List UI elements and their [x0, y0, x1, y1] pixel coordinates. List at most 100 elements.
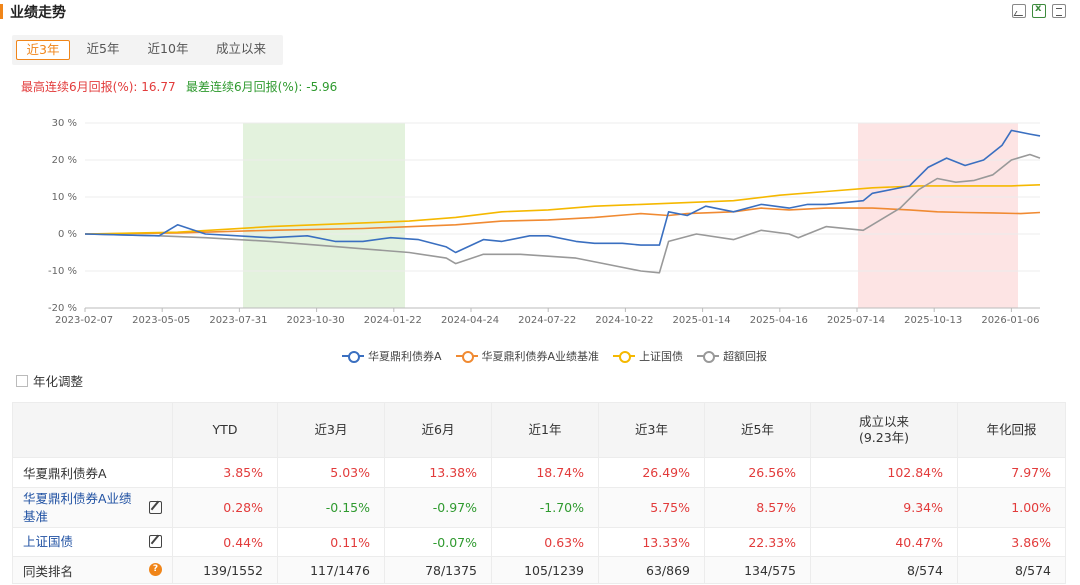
value-cell: 22.33%: [704, 527, 811, 557]
value-cell: 26.49%: [598, 457, 705, 488]
value-cell: 134/575: [704, 556, 811, 584]
tab-since-inception[interactable]: 成立以来: [215, 41, 266, 56]
x-tick-label: 2025-10-13: [904, 315, 962, 326]
table-header-row: YTD 近3月 近6月 近1年 近3年 近5年 成立以来 (9.23年) 年化回报: [12, 402, 1066, 458]
x-tick-label: 2023-07-31: [209, 315, 267, 326]
row-name[interactable]: 华夏鼎利债券A业绩基准: [23, 490, 132, 524]
value-cell: 3.85%: [172, 457, 278, 488]
chart-legend: 华夏鼎利债券A 华夏鼎利债券A业绩基准 上证国债 超额回报: [342, 347, 767, 365]
value-cell: 40.47%: [810, 527, 958, 557]
section-header: 业绩走势: [0, 0, 1080, 26]
series-line: [84, 207, 1041, 235]
x-tick-label: 2024-10-22: [595, 315, 653, 326]
legend-marker-icon: [697, 351, 720, 363]
x-tick-label: 2024-01-22: [364, 315, 422, 326]
value-cell: 8/574: [810, 556, 958, 584]
column-header: 近5年: [704, 402, 811, 458]
value-cell: 117/1476: [277, 556, 385, 584]
x-tick-label: 2024-04-24: [441, 315, 499, 326]
legend-item[interactable]: 华夏鼎利债券A: [342, 348, 442, 364]
annualize-toggle[interactable]: 年化调整: [16, 371, 83, 390]
value-cell: -1.70%: [491, 487, 599, 528]
value-cell: 3.86%: [957, 527, 1066, 557]
value-cell: -0.97%: [384, 487, 492, 528]
legend-marker-icon: [455, 351, 478, 363]
annualize-checkbox[interactable]: [16, 374, 28, 387]
x-tick-label: 2025-01-14: [673, 315, 731, 326]
value-cell: 26.56%: [704, 457, 811, 488]
legend-label: 华夏鼎利债券A业绩基准: [481, 350, 600, 363]
tab-5y[interactable]: 近5年: [86, 41, 120, 56]
legend-marker-icon: [613, 351, 636, 363]
excel-export-icon[interactable]: [1032, 3, 1046, 18]
value-cell: 7.97%: [957, 457, 1066, 488]
x-tick-label: 2023-10-30: [287, 315, 345, 326]
value-cell: 0.28%: [172, 487, 278, 528]
row-name: 同类排名: [23, 563, 74, 579]
row-name-cell: 同类排名?: [12, 556, 173, 584]
highlight-band: [243, 123, 405, 308]
value-cell: 105/1239: [491, 556, 599, 584]
series-line: [84, 153, 1041, 274]
tab-10y[interactable]: 近10年: [147, 41, 189, 56]
document-icon[interactable]: [1052, 4, 1066, 18]
y-tick-label: -20 %: [48, 303, 77, 314]
value-cell: 13.33%: [598, 527, 705, 557]
y-tick-label: -10 %: [48, 266, 77, 277]
performance-chart: 30 % 20 % 10 % 0 % -10 % -20 %2023-02-07 2023-…: [48, 118, 1041, 326]
value-cell: 0.44%: [172, 527, 278, 557]
y-tick-label: 20 %: [52, 155, 77, 166]
value-cell: 5.75%: [598, 487, 705, 528]
column-header: 成立以来 (9.23年): [810, 402, 958, 458]
value-cell: 13.38%: [384, 457, 492, 488]
column-header: 近1年: [491, 402, 599, 458]
value-cell: -0.15%: [277, 487, 385, 528]
row-name[interactable]: 上证国债: [23, 534, 74, 549]
worst-6m-return: 最差连续6月回报(%): -5.96: [186, 80, 338, 94]
legend-item[interactable]: 超额回报: [697, 348, 767, 364]
legend-item[interactable]: 华夏鼎利债券A业绩基准: [455, 348, 600, 364]
tab-3y[interactable]: 近3年: [16, 40, 70, 60]
column-header: 近3月: [277, 402, 385, 458]
value-cell: 1.00%: [957, 487, 1066, 528]
legend-item[interactable]: 上证国债: [613, 348, 683, 364]
x-tick-label: 2023-05-05: [132, 315, 190, 326]
legend-label: 超额回报: [723, 350, 768, 363]
period-tabs: 近3年 近5年 近10年 成立以来: [12, 35, 283, 65]
value-cell: 63/869: [598, 556, 705, 584]
accent-bar: [0, 4, 3, 19]
value-cell: 102.84%: [810, 457, 958, 488]
value-cell: 0.11%: [277, 527, 385, 557]
annualize-label: 年化调整: [33, 374, 84, 389]
legend-label: 华夏鼎利债券A: [368, 350, 442, 363]
table-row: 同类排名? 139/1552 117/1476 78/1375 105/1239 63/8…: [12, 556, 1066, 584]
column-header: 年化回报: [957, 402, 1066, 458]
value-cell: 139/1552: [172, 556, 278, 584]
column-header: YTD: [172, 402, 278, 458]
edit-icon[interactable]: [149, 535, 162, 548]
legend-label: 上证国债: [639, 350, 684, 363]
image-export-icon[interactable]: [1012, 4, 1026, 18]
value-cell: 0.63%: [491, 527, 599, 557]
returns-table: YTD 近3月 近6月 近1年 近3年 近5年 成立以来 (9.23年) 年化回报 华夏鼎利债券…: [12, 402, 1066, 584]
toolbar: [1012, 3, 1066, 18]
value-cell: 78/1375: [384, 556, 492, 584]
series-line: [84, 184, 1041, 235]
help-icon[interactable]: ?: [149, 563, 162, 576]
value-cell: -0.07%: [384, 527, 492, 557]
legend-marker-icon: [342, 351, 364, 363]
row-name-cell[interactable]: 华夏鼎利债券A业绩基准: [12, 487, 173, 528]
x-tick-label: 2025-04-16: [750, 315, 808, 326]
value-cell: 5.03%: [277, 457, 385, 488]
column-header: 近6月: [384, 402, 492, 458]
best-6m-return: 最高连续6月回报(%): 16.77: [21, 80, 176, 94]
value-cell: 8/574: [957, 556, 1066, 584]
section-title: 业绩走势: [10, 5, 66, 21]
table-row: 华夏鼎利债券A业绩基准 0.28% -0.15% -0.97% -1.70% 5.75% 8…: [12, 487, 1066, 528]
row-name-cell[interactable]: 上证国债: [12, 527, 173, 557]
value-cell: 8.57%: [704, 487, 811, 528]
table-row: 上证国债 0.44% 0.11% -0.07% 0.63% 13.33% 22.33% 40.…: [12, 527, 1066, 557]
x-tick-label: 2023-02-07: [55, 315, 113, 326]
y-tick-label: 0 %: [58, 229, 77, 240]
edit-icon[interactable]: [149, 500, 162, 514]
